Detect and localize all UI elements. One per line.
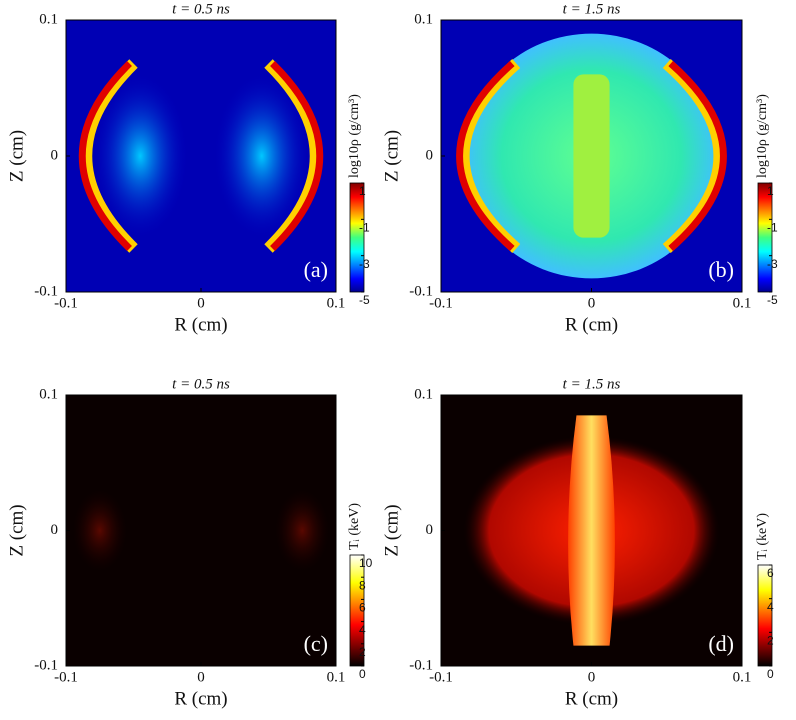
panel-label: (c) xyxy=(304,631,328,656)
x-tick-label: 0 xyxy=(588,669,596,685)
colorbar-tick-label: -3 xyxy=(359,257,370,271)
y-axis-label: Z (cm) xyxy=(6,504,27,556)
y-tick-label: -0.1 xyxy=(34,283,58,299)
x-axis-label: R (cm) xyxy=(174,688,227,709)
y-tick-label: 0 xyxy=(426,522,434,538)
colorbar xyxy=(757,182,773,293)
field xyxy=(214,74,309,238)
colorbar-tick-label: 6 xyxy=(359,601,366,615)
colorbar xyxy=(349,182,365,293)
panel-label: (d) xyxy=(708,631,734,656)
field xyxy=(573,74,610,238)
field xyxy=(275,489,330,572)
panel-title: t = 0.5 ns xyxy=(172,376,230,392)
y-tick-label: -0.1 xyxy=(34,657,58,673)
shell xyxy=(270,61,324,251)
x-axis-label: R (cm) xyxy=(174,314,227,335)
colorbar-tick-label: 1 xyxy=(359,184,366,198)
shell xyxy=(78,61,132,251)
y-tick-label: 0 xyxy=(426,147,434,163)
y-tick-label: 0.1 xyxy=(414,386,433,402)
panel xyxy=(440,19,743,293)
colorbar-tick-label: -5 xyxy=(359,293,370,307)
x-tick-label: 0 xyxy=(197,295,205,311)
panel-title: t = 1.5 ns xyxy=(563,1,621,17)
y-tick-label: -0.1 xyxy=(409,657,433,673)
colorbar-tick-label: 10 xyxy=(359,556,373,570)
colorbar-tick-label: 2 xyxy=(359,645,366,659)
y-tick-label: -0.1 xyxy=(409,283,433,299)
colorbar-label: log10ρ (g/cm³) xyxy=(347,94,362,178)
panel xyxy=(65,19,337,293)
x-axis-label: R (cm) xyxy=(565,314,618,335)
column xyxy=(568,415,615,646)
colorbar-tick-label: 0 xyxy=(359,667,366,681)
panel xyxy=(65,394,337,667)
x-tick-label: -0.1 xyxy=(54,295,78,311)
y-tick-label: 0.1 xyxy=(414,11,433,27)
colorbar-tick-label: -1 xyxy=(767,221,778,235)
colorbar xyxy=(757,564,773,667)
x-tick-label: -0.1 xyxy=(429,669,453,685)
colorbar-tick-label: -1 xyxy=(359,221,370,235)
colorbar-tick-label: 4 xyxy=(767,600,774,614)
colorbar-label: Tᵢ (keV) xyxy=(347,503,362,550)
colorbar-tick-label: 4 xyxy=(359,623,366,637)
x-tick-label: 0.1 xyxy=(733,295,752,311)
colorbar-tick-label: 1 xyxy=(767,184,774,198)
colorbar-label: log10ρ (g/cm³) xyxy=(755,94,770,178)
panel-title: t = 0.5 ns xyxy=(172,1,230,17)
x-tick-label: 0.1 xyxy=(327,295,346,311)
y-tick-label: 0.1 xyxy=(39,386,58,402)
shell xyxy=(668,60,727,252)
y-axis-label: Z (cm) xyxy=(381,130,402,182)
colorbar-label: Tᵢ (keV) xyxy=(755,513,770,560)
y-tick-label: 0.1 xyxy=(39,11,58,27)
colorbar-tick-label: -5 xyxy=(767,293,778,307)
colorbar-tick-label: 8 xyxy=(359,578,366,592)
colorbar-tick-label: 0 xyxy=(767,667,774,681)
y-tick-label: 0 xyxy=(51,522,59,538)
panel xyxy=(440,394,743,667)
panel-label: (a) xyxy=(304,257,328,282)
colorbar xyxy=(349,554,365,667)
x-tick-label: -0.1 xyxy=(54,669,78,685)
x-tick-label: 0.1 xyxy=(733,669,752,685)
colorbar-tick-label: 6 xyxy=(767,566,774,580)
y-tick-label: 0 xyxy=(51,147,59,163)
x-axis-label: R (cm) xyxy=(565,688,618,709)
panel-label: (b) xyxy=(708,257,734,282)
field xyxy=(72,489,127,572)
y-axis-label: Z (cm) xyxy=(381,504,402,556)
x-tick-label: -0.1 xyxy=(429,295,453,311)
field xyxy=(93,74,188,238)
panel-title: t = 1.5 ns xyxy=(563,376,621,392)
shell xyxy=(456,60,515,252)
colorbar-tick-label: -3 xyxy=(767,257,778,271)
x-tick-label: 0 xyxy=(588,295,596,311)
x-tick-label: 0.1 xyxy=(327,669,346,685)
colorbar-tick-label: 2 xyxy=(767,634,774,648)
x-tick-label: 0 xyxy=(197,669,205,685)
y-axis-label: Z (cm) xyxy=(6,130,27,182)
